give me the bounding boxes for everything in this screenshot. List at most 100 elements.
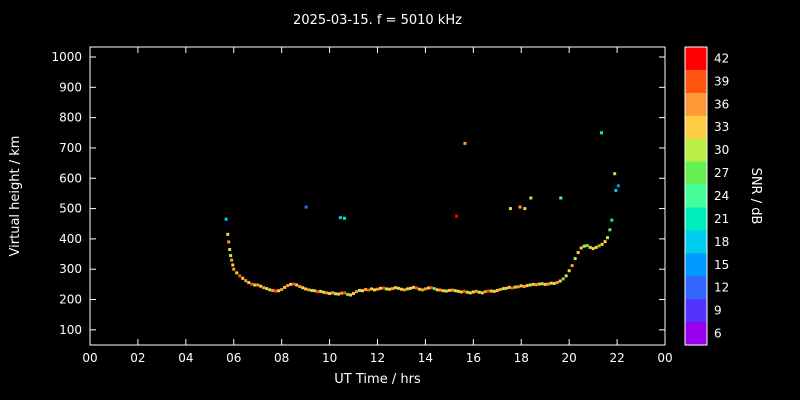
colorbar-band bbox=[685, 115, 707, 140]
data-point bbox=[230, 258, 234, 262]
colorbar-band bbox=[685, 184, 707, 209]
data-point bbox=[477, 290, 481, 294]
colorbar-tick-label: 9 bbox=[714, 304, 722, 318]
data-point bbox=[523, 207, 527, 211]
data-point bbox=[573, 257, 577, 261]
data-point bbox=[465, 290, 469, 294]
colorbar-band bbox=[685, 230, 707, 254]
data-point bbox=[322, 290, 326, 294]
colorbar-band bbox=[685, 299, 707, 323]
data-point bbox=[393, 286, 397, 290]
x-tick-label: 06 bbox=[226, 351, 241, 365]
colorbar-tick-label: 15 bbox=[714, 258, 729, 272]
data-point bbox=[508, 207, 512, 211]
data-point bbox=[337, 292, 341, 296]
data-point bbox=[226, 232, 230, 236]
x-tick-label: 18 bbox=[514, 351, 529, 365]
data-point bbox=[492, 289, 496, 293]
data-point bbox=[271, 288, 275, 292]
x-tick-label: 10 bbox=[322, 351, 337, 365]
data-point bbox=[576, 251, 580, 255]
data-point bbox=[549, 281, 553, 285]
data-point bbox=[277, 289, 281, 293]
data-point bbox=[591, 247, 595, 251]
x-tick-label: 02 bbox=[130, 351, 145, 365]
data-point bbox=[250, 282, 254, 286]
colorbar-tick-label: 39 bbox=[714, 74, 729, 88]
colorbar-tick-label: 30 bbox=[714, 143, 729, 157]
data-point bbox=[298, 284, 302, 288]
data-point bbox=[474, 289, 478, 293]
data-point bbox=[447, 288, 451, 292]
data-point bbox=[438, 288, 442, 292]
data-point bbox=[603, 240, 607, 244]
chart-title: 2025-03-15. f = 5010 kHz bbox=[293, 13, 462, 28]
data-point bbox=[319, 289, 323, 293]
data-point bbox=[552, 281, 556, 285]
data-point bbox=[606, 236, 609, 240]
data-point bbox=[610, 218, 614, 222]
data-point bbox=[253, 283, 257, 287]
y-tick-label: 200 bbox=[59, 293, 82, 307]
data-point bbox=[540, 282, 544, 286]
data-point bbox=[594, 245, 598, 249]
data-point bbox=[408, 286, 412, 290]
data-point bbox=[564, 274, 568, 278]
data-point bbox=[331, 291, 335, 295]
data-point bbox=[546, 282, 550, 286]
colorbar-band bbox=[685, 253, 707, 277]
data-point bbox=[616, 184, 620, 188]
data-point bbox=[529, 196, 533, 200]
data-point bbox=[570, 264, 574, 268]
colorbar-band bbox=[685, 207, 707, 231]
data-point bbox=[235, 271, 239, 275]
x-tick-label: 12 bbox=[370, 351, 385, 365]
y-tick-label: 800 bbox=[59, 111, 82, 125]
data-point bbox=[283, 285, 287, 289]
data-point bbox=[241, 276, 245, 280]
data-point bbox=[463, 141, 467, 145]
data-point bbox=[504, 286, 508, 290]
data-point bbox=[444, 289, 448, 293]
data-point bbox=[313, 289, 317, 293]
data-point bbox=[310, 288, 314, 292]
data-point bbox=[450, 288, 454, 292]
data-point bbox=[232, 267, 236, 271]
data-point bbox=[516, 285, 520, 289]
data-point bbox=[304, 287, 308, 291]
data-point bbox=[361, 289, 365, 293]
colorbar-tick-label: 33 bbox=[714, 120, 729, 134]
data-point bbox=[304, 205, 308, 209]
data-point bbox=[286, 284, 290, 288]
data-point bbox=[537, 282, 541, 286]
data-point bbox=[420, 288, 424, 292]
data-point bbox=[614, 188, 618, 192]
data-point bbox=[247, 281, 251, 285]
data-point bbox=[522, 284, 526, 288]
colorbar-tick-label: 21 bbox=[714, 212, 729, 226]
data-point bbox=[480, 291, 484, 295]
data-point bbox=[567, 269, 571, 273]
data-point bbox=[367, 288, 371, 292]
data-point bbox=[358, 288, 362, 292]
x-tick-label: 00 bbox=[82, 351, 97, 365]
data-point bbox=[483, 290, 487, 294]
data-point bbox=[268, 288, 272, 292]
data-point bbox=[364, 288, 368, 292]
x-tick-label: 04 bbox=[178, 351, 193, 365]
data-point bbox=[608, 228, 612, 232]
x-tick-label: 08 bbox=[274, 351, 289, 365]
data-point bbox=[600, 242, 604, 246]
data-point bbox=[399, 287, 403, 291]
data-point bbox=[519, 284, 523, 288]
data-point bbox=[441, 289, 445, 293]
y-tick-label: 100 bbox=[59, 323, 82, 337]
data-point bbox=[429, 286, 433, 290]
data-point bbox=[501, 287, 505, 291]
data-point bbox=[274, 289, 278, 293]
data-point bbox=[518, 205, 522, 209]
colorbar-band bbox=[685, 47, 707, 71]
data-point bbox=[384, 287, 388, 291]
